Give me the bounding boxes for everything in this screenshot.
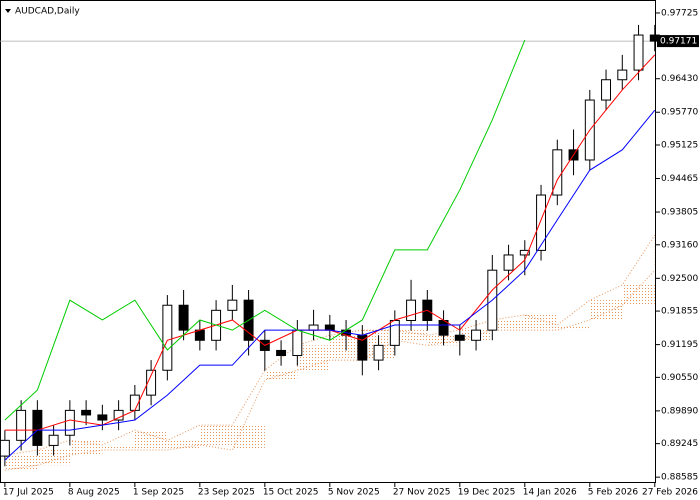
candle-body (32, 409, 43, 446)
cloud (557, 325, 590, 331)
cloud (199, 425, 233, 445)
candle-body (48, 434, 59, 446)
x-tick-label: 23 Sep 2025 (198, 488, 255, 498)
cloud (134, 430, 168, 450)
x-tick-label: 1 Sep 2025 (133, 488, 184, 498)
cloud (167, 440, 200, 450)
candle-body (454, 334, 465, 341)
y-tick-label: 0.96430 (661, 74, 698, 84)
candle-body (227, 299, 238, 311)
menu-triangle[interactable] (5, 9, 11, 13)
x-tick-label: 5 Nov 2025 (328, 488, 380, 498)
x-tick-label: 19 Dec 2025 (458, 488, 516, 498)
candle-body (162, 304, 173, 371)
candle-body (97, 414, 108, 421)
cloud-edge (4, 269, 656, 471)
y-tick-label: 0.92500 (661, 274, 698, 284)
cloud (297, 345, 330, 371)
y-tick-label: 0.88585 (661, 473, 698, 483)
cloud (589, 300, 623, 320)
y-tick-label: 0.89890 (661, 406, 698, 416)
y-tick-label: 0.95125 (661, 141, 698, 151)
candle-body (601, 79, 612, 101)
indicator-line (4, 39, 526, 421)
cloud (232, 425, 265, 450)
last-price-label: 0.97171 (660, 37, 697, 47)
cloud (4, 455, 38, 471)
x-tick-label: 5 Feb 2026 (588, 488, 639, 498)
indicator-line (4, 109, 656, 461)
candle-body (633, 34, 644, 71)
y-tick-label: 0.97725 (661, 8, 698, 18)
x-tick-label: 27 Nov 2025 (393, 488, 451, 498)
candle-body (113, 409, 124, 421)
candle-body (617, 69, 628, 81)
candle-body (0, 439, 10, 457)
cloud (622, 284, 655, 306)
y-tick-label: 0.93805 (661, 208, 698, 218)
cloud (654, 235, 657, 271)
candle-body (81, 409, 92, 416)
cloud (102, 444, 135, 450)
y-tick-label: 0.90550 (661, 373, 698, 383)
cloud (524, 314, 558, 331)
candle-body (373, 344, 384, 361)
y-tick-label: 0.91195 (661, 340, 698, 350)
candle-body (276, 349, 287, 357)
x-tick-label: 15 Oct 2025 (263, 488, 319, 498)
cloud (37, 449, 70, 466)
y-tick-label: 0.94465 (661, 174, 698, 184)
candle-body (16, 409, 27, 441)
candle-body (308, 324, 319, 331)
chart-title: AUDCAD,Daily (15, 7, 80, 17)
cloud (492, 319, 525, 331)
candle-body (324, 324, 335, 331)
candle-body (503, 254, 514, 271)
candle-body (471, 329, 482, 341)
last-price-box (657, 35, 699, 48)
y-tick-label: 0.89245 (661, 439, 698, 449)
cloud (69, 440, 103, 456)
x-tick-label: 8 Aug 2025 (68, 488, 120, 498)
candle-body (178, 304, 189, 331)
candle-body (64, 409, 75, 436)
candle-body (194, 329, 205, 341)
x-tick-label: 27 Feb 2026 (642, 488, 698, 498)
x-tick-label: 14 Jan 2026 (523, 488, 577, 498)
candle-body (146, 369, 157, 396)
y-tick-label: 0.91855 (661, 307, 698, 317)
cloud (394, 330, 428, 341)
candle-body (292, 329, 303, 357)
plot-frame (0, 0, 656, 483)
candle-body (389, 319, 400, 346)
candle-body (536, 194, 547, 251)
candle-body (519, 249, 530, 256)
x-tick-label: 17 Jul 2025 (3, 488, 54, 498)
candle-body (406, 299, 417, 321)
y-tick-label: 0.93160 (661, 240, 698, 250)
cloud-edge (4, 234, 656, 456)
y-tick-label: 0.95770 (661, 108, 698, 118)
